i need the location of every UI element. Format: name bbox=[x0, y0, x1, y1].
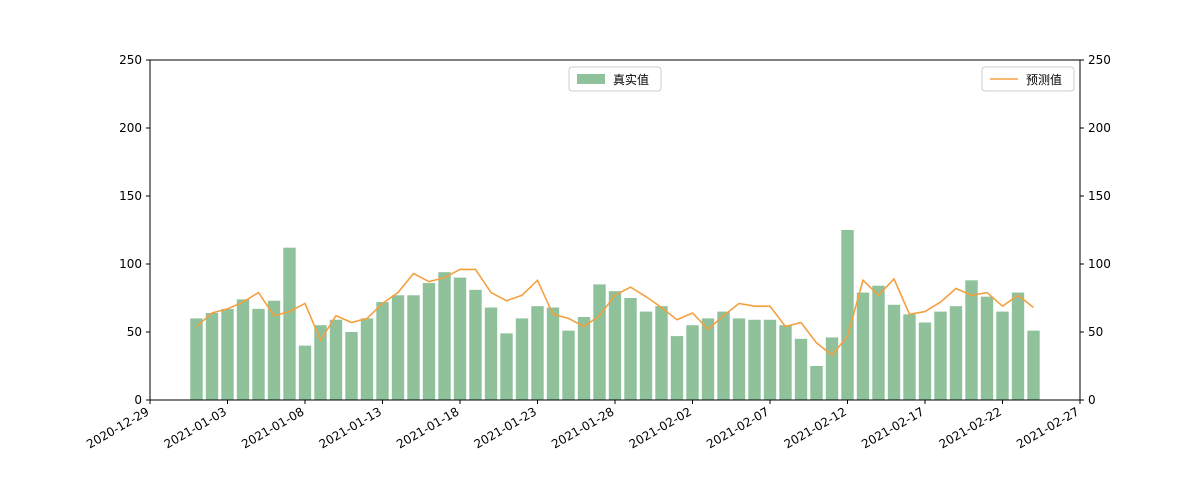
bar bbox=[438, 272, 451, 400]
bar bbox=[717, 311, 730, 400]
bar bbox=[267, 300, 281, 400]
bar bbox=[779, 325, 792, 400]
bar bbox=[577, 317, 591, 400]
y-tick-label: 50 bbox=[127, 325, 142, 339]
bar bbox=[453, 277, 467, 400]
bar bbox=[655, 306, 668, 400]
y-tick-label: 0 bbox=[134, 393, 142, 407]
y2-tick-label: 200 bbox=[1088, 121, 1111, 135]
bar bbox=[298, 345, 312, 400]
x-tick-label: 2021-01-23 bbox=[472, 404, 539, 451]
bar bbox=[670, 336, 684, 400]
bar bbox=[283, 247, 296, 400]
x-tick-label: 2021-01-08 bbox=[239, 404, 306, 451]
legend-label: 预测值 bbox=[1026, 72, 1062, 87]
y2-tick-label: 50 bbox=[1088, 325, 1103, 339]
bar bbox=[624, 298, 637, 400]
bar bbox=[1011, 292, 1025, 400]
bar bbox=[221, 308, 234, 400]
bar bbox=[360, 318, 374, 400]
x-tick-label: 2021-02-02 bbox=[627, 404, 694, 451]
bar bbox=[469, 289, 482, 400]
bar bbox=[252, 308, 265, 400]
bar bbox=[190, 318, 203, 400]
y2-tick-label: 0 bbox=[1088, 393, 1096, 407]
x-tick-label: 2021-02-27 bbox=[1014, 404, 1081, 451]
bar bbox=[686, 325, 699, 400]
bar bbox=[918, 322, 932, 400]
bar bbox=[980, 296, 994, 400]
bar bbox=[763, 319, 777, 400]
y-tick-label: 100 bbox=[119, 257, 142, 271]
bar bbox=[825, 337, 839, 400]
bar bbox=[345, 332, 358, 400]
x-tick-label: 2021-01-18 bbox=[394, 404, 461, 451]
legend: 预测值 bbox=[981, 66, 1075, 92]
bar bbox=[794, 338, 808, 400]
y-tick-label: 150 bbox=[119, 189, 142, 203]
x-tick-label: 2020-12-29 bbox=[84, 404, 151, 451]
bar bbox=[329, 319, 343, 400]
bar bbox=[903, 314, 916, 400]
bar bbox=[546, 307, 560, 400]
y2-tick-label: 100 bbox=[1088, 257, 1111, 271]
y2-tick-label: 150 bbox=[1088, 189, 1111, 203]
bar bbox=[996, 311, 1009, 400]
x-tick-label: 2021-01-28 bbox=[549, 404, 616, 451]
bar bbox=[872, 285, 885, 400]
x-tick-label: 2021-01-13 bbox=[317, 404, 384, 451]
bar bbox=[887, 304, 901, 400]
y-tick-label: 250 bbox=[119, 53, 142, 67]
bar bbox=[965, 280, 978, 400]
legend-box bbox=[568, 66, 662, 92]
bar bbox=[562, 330, 575, 400]
bar bbox=[639, 311, 653, 400]
legend: 真实值 bbox=[568, 66, 662, 92]
legend-label: 真实值 bbox=[613, 72, 649, 87]
bar bbox=[236, 299, 250, 400]
x-tick-label: 2021-01-03 bbox=[162, 404, 229, 451]
bar bbox=[841, 230, 854, 400]
bar bbox=[934, 311, 947, 400]
y-tick-label: 200 bbox=[119, 121, 142, 135]
legend-swatch bbox=[577, 74, 605, 84]
bar bbox=[949, 306, 963, 400]
bar bbox=[701, 318, 715, 400]
bar bbox=[515, 318, 529, 400]
bar bbox=[1027, 330, 1040, 400]
bar bbox=[391, 295, 405, 400]
line bbox=[195, 268, 1034, 357]
x-tick-label: 2021-02-12 bbox=[782, 404, 849, 451]
x-tick-label: 2021-02-17 bbox=[859, 404, 926, 451]
bar bbox=[593, 284, 606, 400]
bar bbox=[376, 302, 389, 400]
bar bbox=[531, 306, 544, 400]
bar bbox=[810, 366, 823, 400]
bar bbox=[856, 292, 870, 400]
x-tick-label: 2021-02-07 bbox=[704, 404, 771, 451]
bar bbox=[407, 295, 420, 400]
bar bbox=[732, 318, 746, 400]
bar bbox=[748, 319, 761, 400]
y2-tick-label: 250 bbox=[1088, 53, 1111, 67]
bar bbox=[314, 325, 327, 400]
bar bbox=[422, 283, 436, 400]
legend-box bbox=[981, 66, 1075, 92]
bar bbox=[500, 333, 513, 400]
x-tick-label: 2021-02-22 bbox=[937, 404, 1004, 451]
bar bbox=[484, 307, 498, 400]
bar bbox=[608, 291, 622, 400]
bar bbox=[205, 312, 219, 400]
